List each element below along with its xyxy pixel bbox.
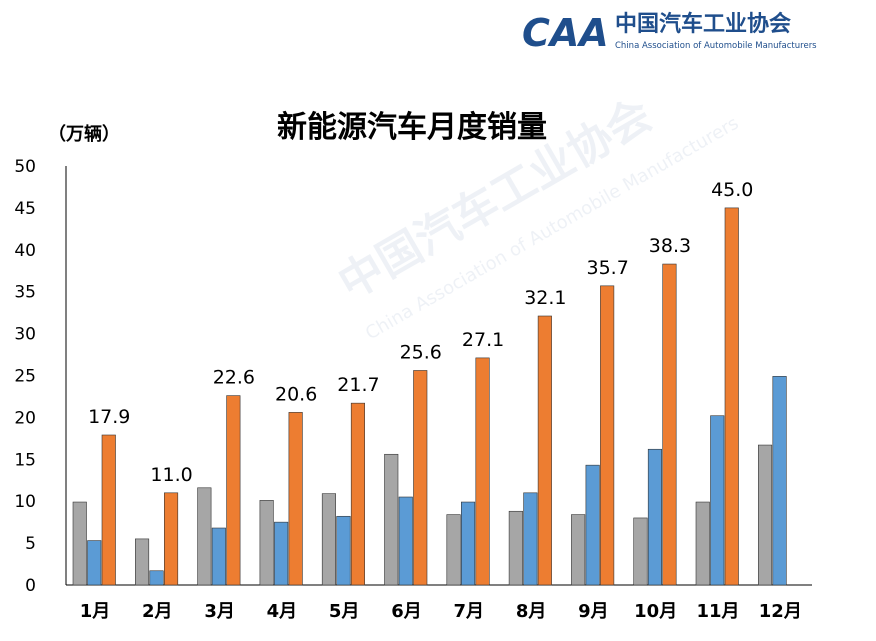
y-tick-label: 20 xyxy=(14,408,36,428)
bar-orange xyxy=(475,357,490,586)
logo-cn: 中国汽车工业协会 xyxy=(615,11,791,37)
bar-blue xyxy=(87,540,102,586)
bar-orange xyxy=(288,412,303,586)
bar-gray xyxy=(321,493,337,586)
y-axis-unit: （万辆） xyxy=(48,123,120,145)
y-tick-label: 10 xyxy=(14,492,36,512)
bar-gray xyxy=(72,501,87,586)
data-label: 11.0 xyxy=(150,464,192,486)
bar-orange xyxy=(662,263,677,586)
bar-orange xyxy=(537,315,552,586)
data-label: 35.7 xyxy=(586,257,628,279)
bar-gray xyxy=(633,517,648,586)
data-label: 45.0 xyxy=(711,179,753,201)
data-label: 32.1 xyxy=(524,287,566,309)
bar-gray xyxy=(695,501,710,586)
logo-mark: CAA xyxy=(522,11,609,55)
bar-gray xyxy=(197,487,212,586)
bar-blue xyxy=(772,376,787,586)
bar-orange xyxy=(226,395,241,586)
bar-gray xyxy=(135,538,150,586)
x-tick-label: 10月 xyxy=(634,601,677,622)
bar-blue xyxy=(585,464,600,586)
bar-gray xyxy=(384,453,399,586)
bar-blue xyxy=(523,492,538,586)
bar-gray xyxy=(757,444,773,586)
bar-blue xyxy=(398,496,413,586)
x-tick-label: 7月 xyxy=(454,601,485,622)
bar-gray xyxy=(508,510,523,586)
bar-blue xyxy=(149,570,164,586)
bar-orange xyxy=(413,370,428,586)
x-tick-label: 11月 xyxy=(696,601,739,622)
bar-orange xyxy=(600,285,615,586)
bar-blue xyxy=(336,515,351,586)
x-tick-label: 2月 xyxy=(142,601,173,622)
y-tick-label: 0 xyxy=(25,576,36,596)
logo-en: China Association of Automobile Manufact… xyxy=(615,41,817,51)
bar-orange xyxy=(164,492,179,586)
data-label: 20.6 xyxy=(275,383,317,405)
data-label: 27.1 xyxy=(462,329,504,351)
x-tick-label: 1月 xyxy=(80,601,111,622)
bar-blue xyxy=(211,527,226,586)
y-tick-label: 40 xyxy=(14,241,36,261)
x-tick-label: 3月 xyxy=(204,601,235,622)
y-tick-label: 25 xyxy=(14,367,36,387)
y-tick-label: 30 xyxy=(14,325,36,345)
y-tick-label: 35 xyxy=(14,283,36,303)
x-tick-label: 9月 xyxy=(578,601,609,622)
x-tick-label: 6月 xyxy=(391,601,422,622)
data-label: 21.7 xyxy=(337,374,379,396)
data-label: 25.6 xyxy=(400,341,442,363)
bar-gray xyxy=(571,514,586,586)
data-label: 22.6 xyxy=(213,367,255,389)
bar-blue xyxy=(274,521,289,586)
y-tick-label: 45 xyxy=(14,199,36,219)
y-tick-label: 50 xyxy=(14,157,36,177)
bar-blue xyxy=(710,415,725,586)
bar-blue xyxy=(647,448,663,586)
chart-title: 新能源汽车月度销量 xyxy=(277,110,547,145)
y-tick-label: 15 xyxy=(14,450,36,470)
y-tick-label: 5 xyxy=(25,534,36,554)
x-tick-label: 12月 xyxy=(759,601,802,622)
bar-blue xyxy=(460,501,476,586)
bar-gray xyxy=(446,514,461,586)
x-tick-label: 4月 xyxy=(267,601,298,622)
x-tick-label: 5月 xyxy=(329,601,360,622)
bar-orange xyxy=(350,402,366,586)
bar-orange xyxy=(724,207,739,586)
data-label: 17.9 xyxy=(88,406,130,428)
x-tick-label: 8月 xyxy=(516,601,547,622)
bar-gray xyxy=(259,500,274,586)
logo: CAA 中国汽车工业协会 China Association of Automo… xyxy=(522,11,817,55)
data-label: 38.3 xyxy=(649,235,691,257)
bar-orange xyxy=(101,434,116,586)
